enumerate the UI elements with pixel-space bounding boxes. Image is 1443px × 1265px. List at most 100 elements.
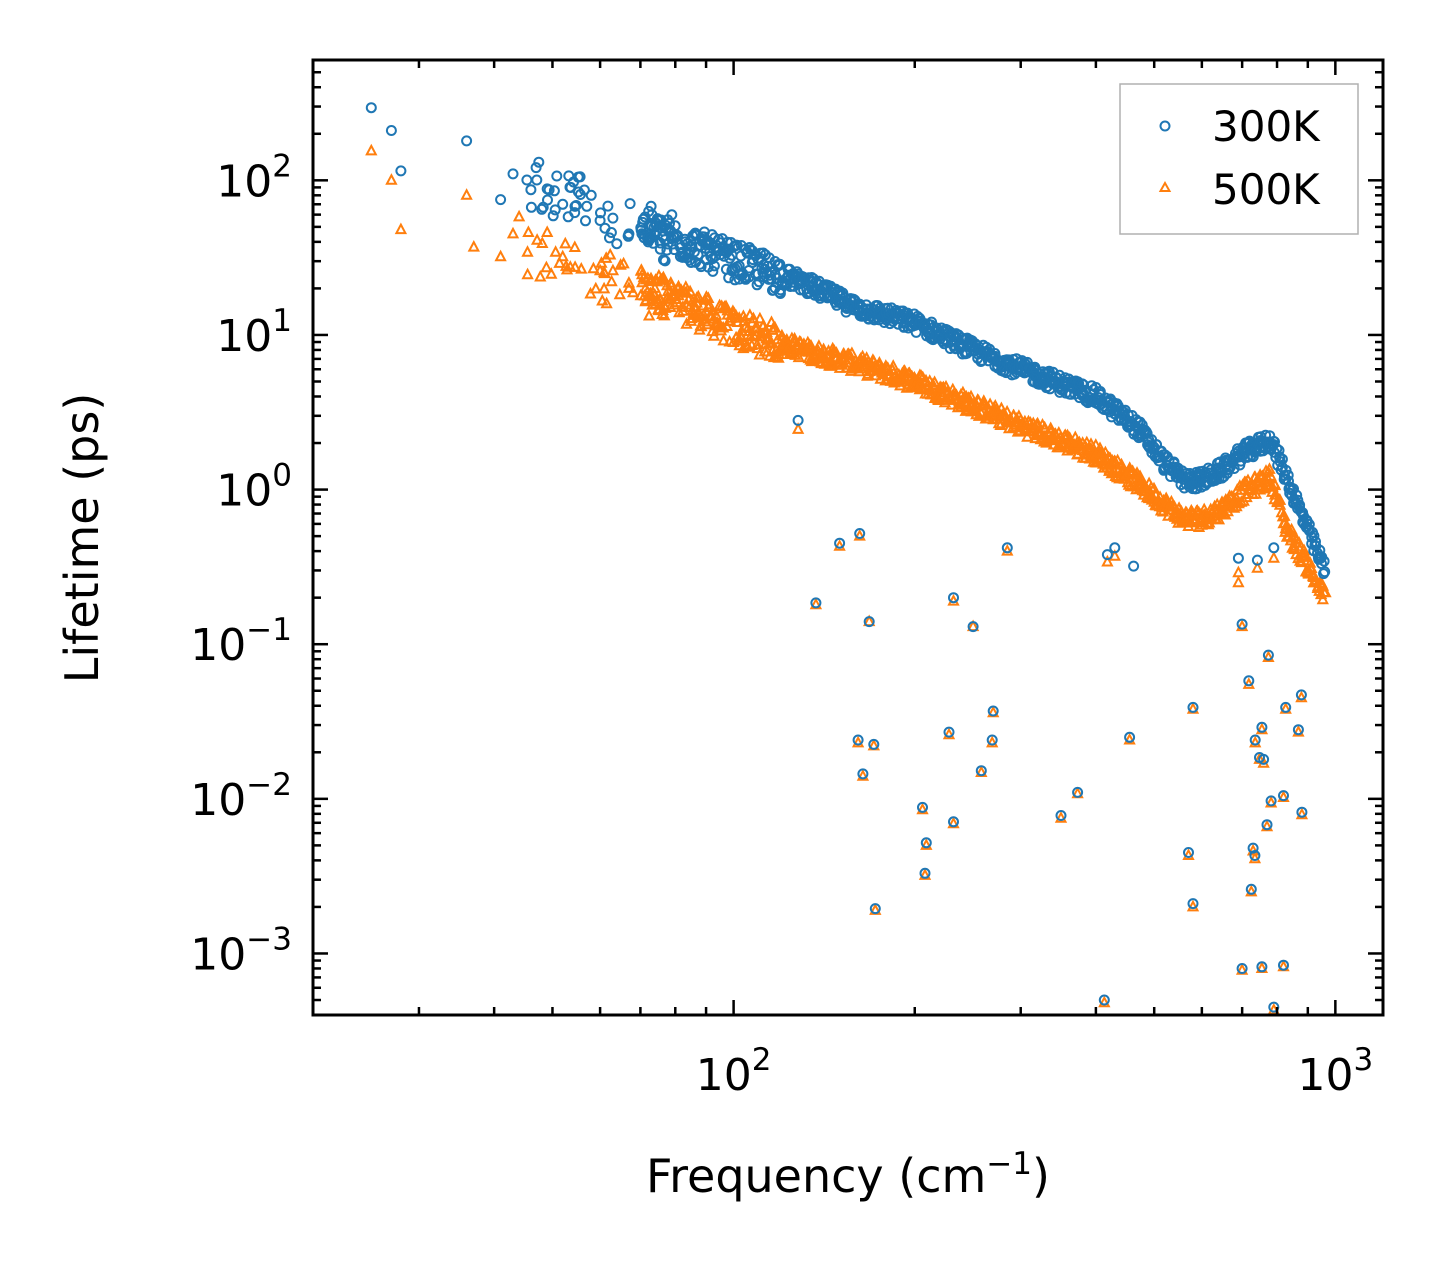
y-tick-label-0: 102 [216,148,292,207]
point-500k-919 [644,274,657,286]
legend-label-500k: 500K [1212,165,1321,214]
point-300k-956 [607,212,619,224]
point-300k-944 [572,186,584,198]
y-tick-label-3: 10−1 [190,612,292,671]
point-500k-258 [830,346,843,358]
point-500k-332 [887,359,900,371]
point-500k-927 [652,268,666,281]
y-tick-label-1: 101 [216,303,292,362]
point-300k-957 [623,228,635,240]
y-axis-label: Lifetime (ps) [55,393,109,684]
point-300k-1008 [1296,806,1308,818]
point-300k-953 [557,198,569,210]
point-300k-1007 [1295,689,1307,701]
point-300k-900 [525,201,537,213]
point-500k-1001 [1262,650,1275,662]
point-300k-991 [1243,675,1255,687]
point-300k-963 [863,616,875,628]
point-500k-88 [700,317,714,330]
point-500k-977 [986,735,999,748]
point-500k-108 [717,333,730,346]
point-500k-56 [676,300,690,312]
point-300k-961 [834,537,846,549]
point-300k-974 [967,621,979,633]
point-500k-964 [851,735,865,748]
point-300k-949 [495,194,507,206]
point-500k-951 [506,226,520,239]
point-500k-978 [1001,543,1014,556]
tick-labels: 102 103 102 101 100 10−1 10−2 10−3 [190,148,1373,1101]
point-500k-971 [942,727,956,740]
point-500k-882 [1305,561,1318,573]
point-300k-918 [645,200,657,212]
point-500k-992 [1245,884,1258,897]
point-500k-829 [1264,469,1277,481]
point-300k-952 [541,183,553,195]
y-tick-label-4: 10−2 [190,767,292,826]
point-500k-52 [673,305,686,318]
point-500k-918 [540,260,553,273]
point-300k-960 [810,597,822,609]
point-500k-969 [918,868,932,880]
point-500k-943 [575,261,588,274]
point-300k-988 [1187,898,1199,910]
point-500k-946 [385,173,398,185]
point-300k-1005 [1280,701,1292,713]
point-500k-900 [613,287,626,300]
point-300k-822 [1260,429,1272,441]
point-500k-998 [1255,722,1269,735]
point-300k-898 [1319,566,1331,578]
point-300k-852 [1283,475,1294,487]
point-300k-998 [1256,721,1268,733]
point-500k-948 [460,188,473,200]
point-300k-979 [1055,810,1067,821]
point-300k-966 [868,738,880,750]
point-300k-984 [1124,731,1136,743]
point-300k-937 [562,211,574,223]
point-500k-994 [1248,851,1262,864]
point-300k-921 [548,185,560,197]
point-500k-991 [1242,677,1255,689]
point-500k-686 [1156,504,1170,517]
point-500k-873 [1297,543,1311,556]
point-500k-955 [593,263,607,276]
point-500k-916 [598,266,611,279]
point-300k-910 [551,170,563,182]
point-500k-954 [556,249,569,262]
point-300k-972 [948,592,959,604]
point-500k-970 [920,838,933,850]
point-300k-948 [461,135,473,147]
point-500k-947 [394,222,408,235]
point-300k-908 [574,171,586,183]
legend-label-300k: 300K [1212,102,1321,151]
point-300k-935 [578,184,590,196]
point-500k-822 [1259,464,1273,476]
point-500k-987 [1182,848,1195,860]
data-points [365,102,1332,1015]
point-300k-940 [531,174,543,186]
point-300k-11 [643,205,655,217]
point-300k-228 [808,273,819,285]
point-300k-1006 [1292,724,1304,736]
point-300k-185 [774,288,786,299]
x-tick-label-1: 103 [1297,1042,1373,1101]
point-500k-607 [1096,446,1109,459]
point-300k-904 [581,200,593,212]
point-500k-945 [365,143,378,156]
point-500k-899 [1319,585,1332,598]
point-500k-936 [596,293,609,306]
point-500k-860 [1288,539,1301,551]
point-500k-930 [521,245,534,257]
point-300k-925 [666,209,678,221]
point-500k-982 [1098,995,1111,1008]
point-500k-177 [768,320,782,333]
point-500k-277 [845,346,859,358]
point-500k-906 [604,247,617,260]
point-300k-844 [1276,453,1288,465]
point-500k-981 [1101,554,1114,567]
point-500k-77 [692,289,705,302]
point-300k-945 [365,102,377,114]
point-300k-864 [1292,494,1304,506]
point-500k-944 [534,269,547,282]
point-300k-970 [920,837,932,849]
